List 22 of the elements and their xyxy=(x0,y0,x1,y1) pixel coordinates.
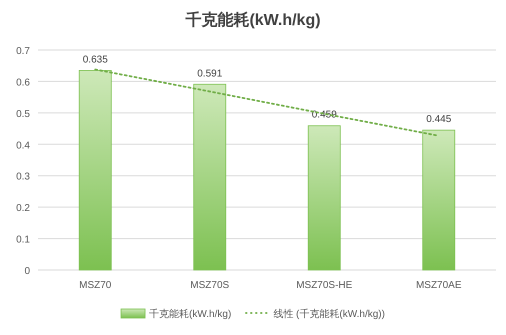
data-label: 0.445 xyxy=(426,114,452,126)
y-tick-label: 0.5 xyxy=(16,108,30,120)
legend-label: 千克能耗(kW.h/kg) xyxy=(149,308,232,320)
x-tick-label: MSZ70 xyxy=(79,280,112,291)
y-tick-label: 0.6 xyxy=(16,77,30,88)
x-tick-label: MSZ70S xyxy=(190,280,230,291)
y-tick-label: 0.4 xyxy=(16,140,30,152)
bar xyxy=(193,84,226,270)
y-tick-label: 0 xyxy=(24,266,30,277)
legend-label: 线性 (千克能耗(kW.h/kg)) xyxy=(273,308,385,320)
data-label: 0.591 xyxy=(197,68,223,80)
y-tick-label: 0.3 xyxy=(16,172,30,183)
chart-title: 千克能耗(kW.h/kg) xyxy=(184,11,321,29)
x-tick-label: MSZ70S-HE xyxy=(296,280,353,291)
data-label: 0.635 xyxy=(82,54,108,66)
x-tick-label: MSZ70AE xyxy=(416,280,462,291)
y-tick-label: 0.1 xyxy=(16,234,30,246)
bar xyxy=(308,125,341,270)
y-tick-label: 0.2 xyxy=(16,203,30,214)
bar xyxy=(422,130,456,270)
bar xyxy=(78,70,112,270)
y-tick-label: 0.7 xyxy=(16,46,30,57)
